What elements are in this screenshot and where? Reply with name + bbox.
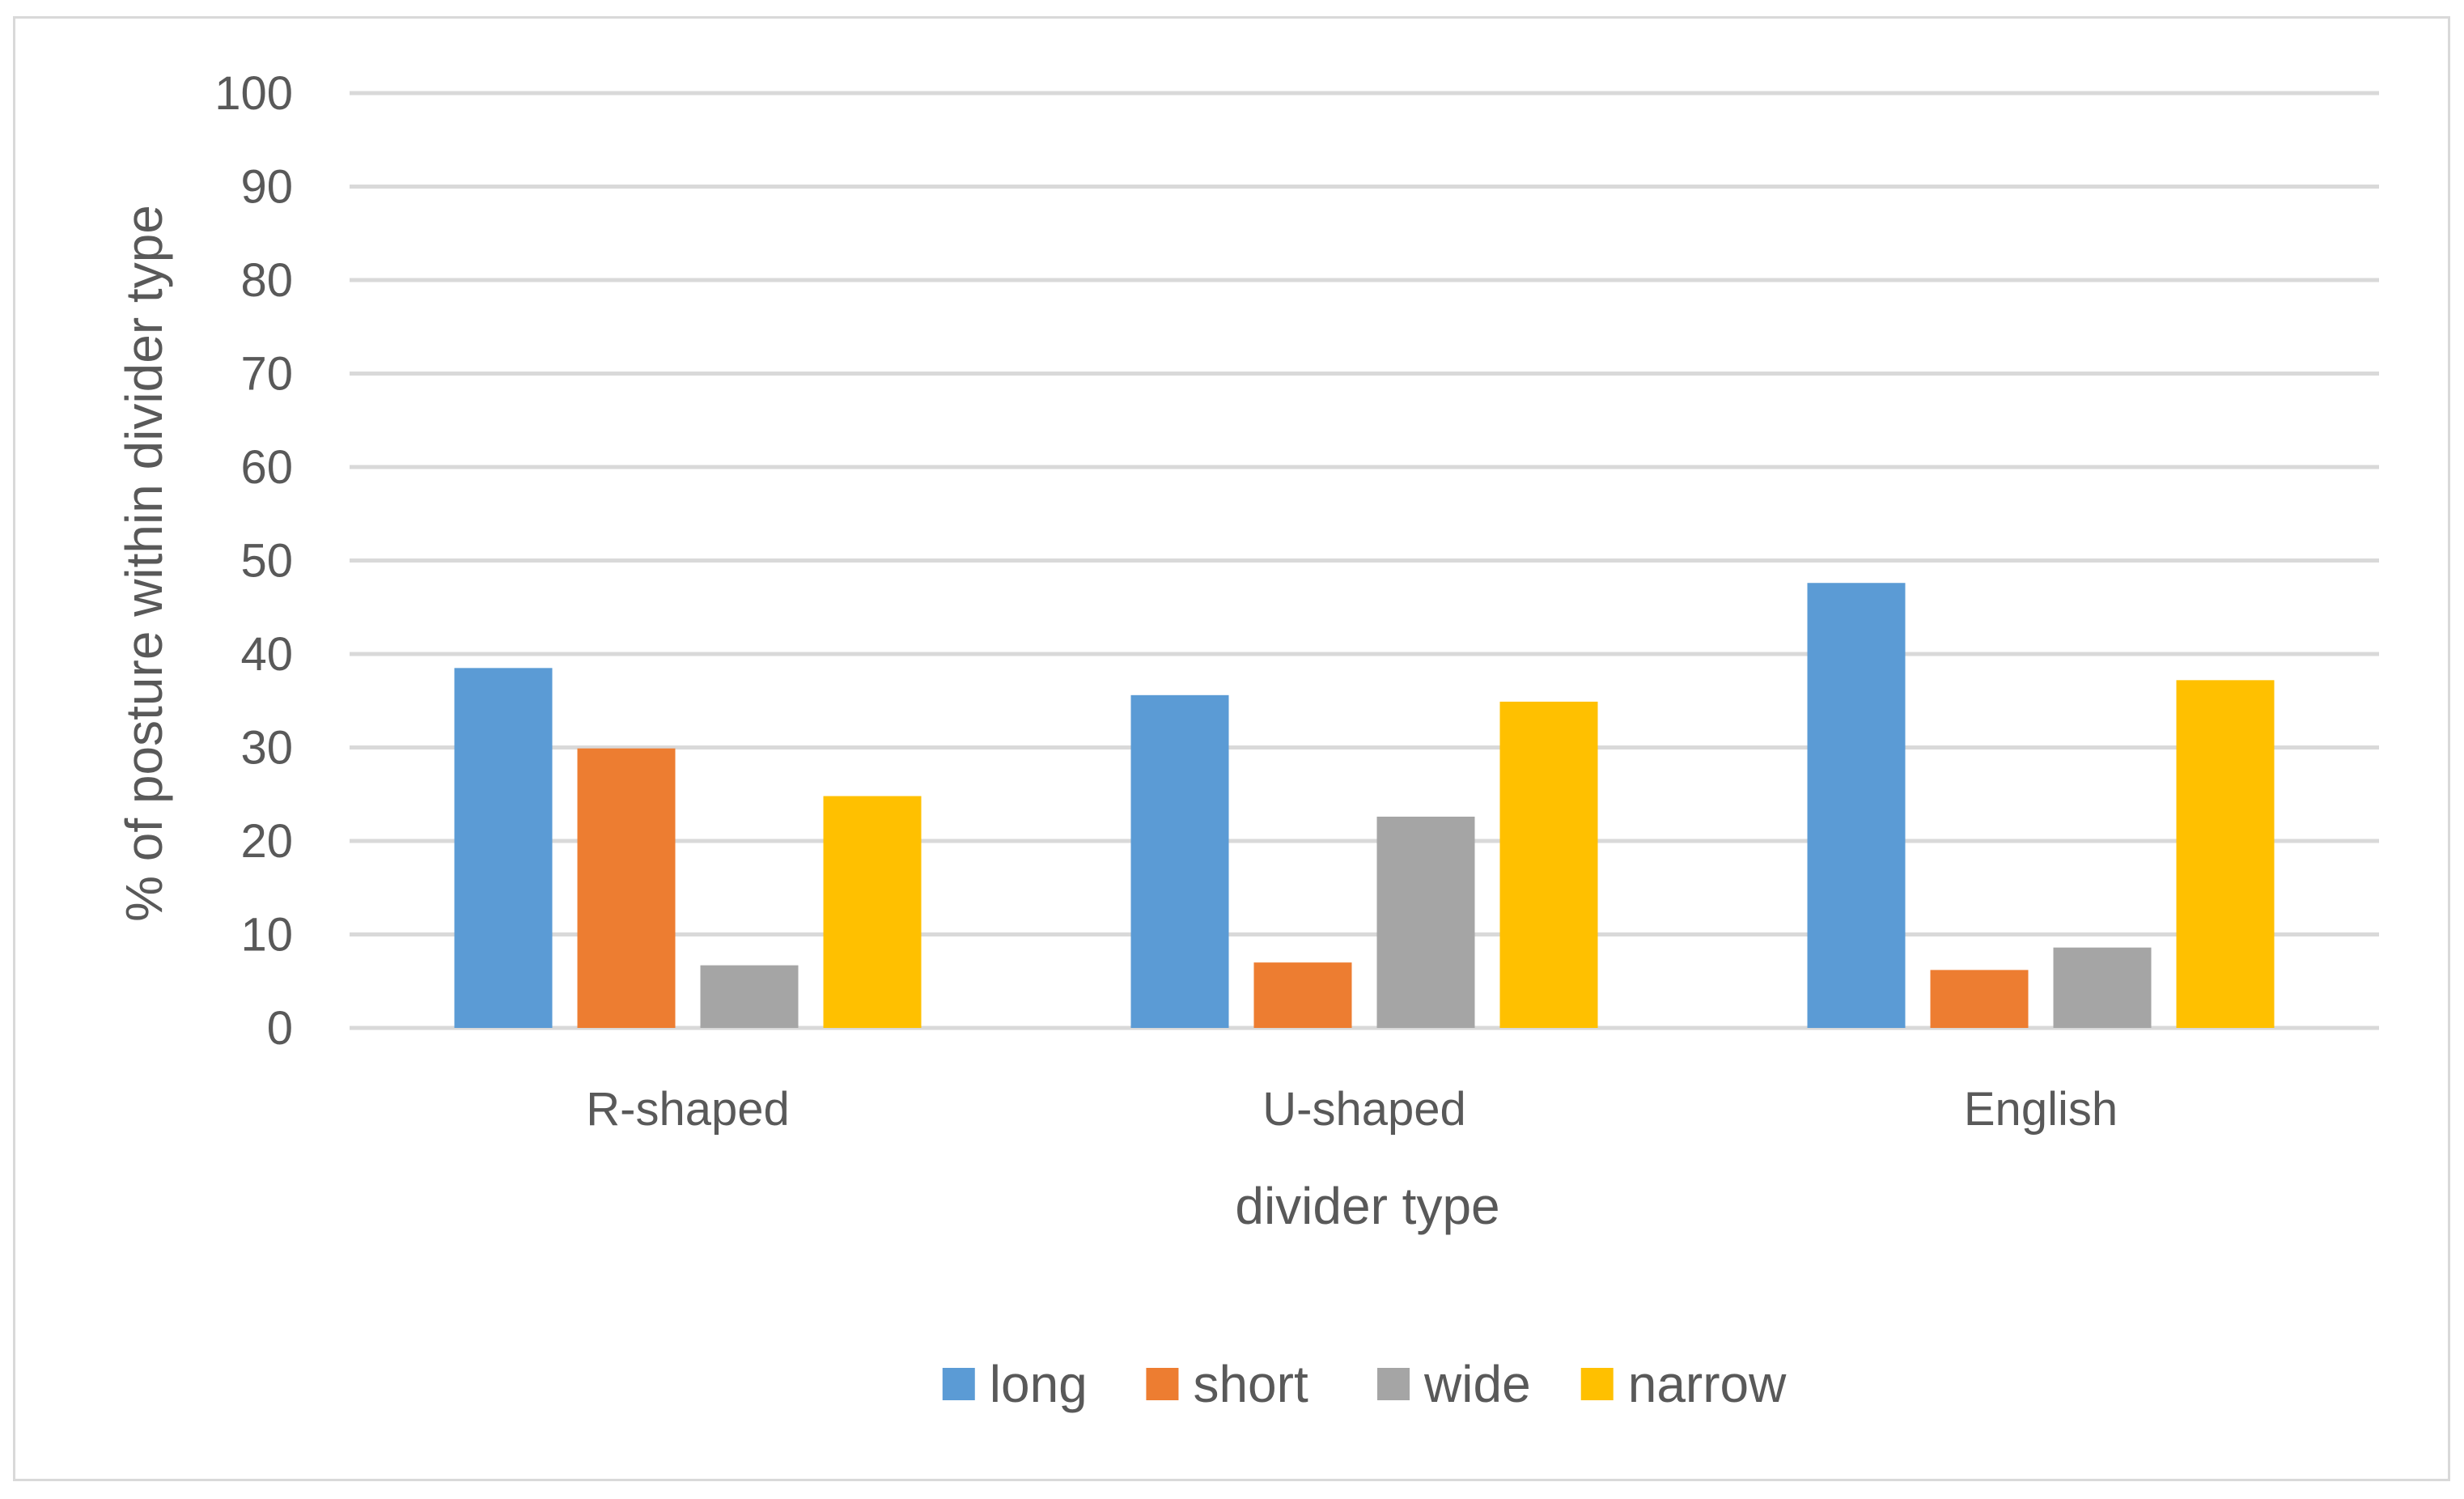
bar-wide-English bbox=[2053, 947, 2152, 1028]
x-axis-ticks: R-shaped U-shaped English bbox=[586, 1083, 2118, 1136]
y-tick-label: 80 bbox=[240, 254, 293, 307]
y-tick-label: 10 bbox=[240, 909, 293, 962]
bar-long-U-shaped bbox=[1130, 694, 1229, 1028]
bar-short-R-shaped bbox=[577, 748, 676, 1028]
legend-swatch-short bbox=[1146, 1368, 1179, 1400]
y-tick-label: 50 bbox=[240, 535, 293, 588]
y-tick-label: 90 bbox=[240, 161, 293, 214]
y-axis-ticks: 0 10 20 30 40 50 60 70 80 90 100 bbox=[214, 67, 293, 1055]
y-tick-label: 40 bbox=[240, 628, 293, 681]
y-tick-label: 0 bbox=[267, 1002, 293, 1055]
legend-swatch-wide bbox=[1377, 1368, 1410, 1400]
bar-narrow-English bbox=[2176, 680, 2275, 1028]
bar-narrow-U-shaped bbox=[1499, 701, 1598, 1028]
x-tick-label: U-shaped bbox=[1262, 1083, 1465, 1136]
bar-long-English bbox=[1807, 583, 1906, 1028]
legend-label-narrow: narrow bbox=[1628, 1355, 1787, 1413]
y-tick-label: 100 bbox=[214, 67, 293, 120]
bar-wide-R-shaped bbox=[700, 965, 799, 1028]
bar-long-R-shaped bbox=[454, 668, 553, 1028]
y-tick-label: 30 bbox=[240, 722, 293, 775]
legend-swatch-long bbox=[942, 1368, 975, 1400]
y-tick-label: 60 bbox=[240, 441, 293, 494]
bar-short-English bbox=[1930, 970, 2029, 1028]
legend-swatch-narrow bbox=[1580, 1368, 1614, 1400]
y-axis-title: % of posture within divider type bbox=[115, 205, 173, 922]
bar-wide-U-shaped bbox=[1376, 816, 1475, 1028]
y-tick-label: 20 bbox=[240, 815, 293, 868]
gridlines bbox=[350, 91, 2379, 1030]
y-tick-label: 70 bbox=[240, 348, 293, 401]
x-tick-label: English bbox=[1964, 1083, 2118, 1136]
x-axis-title: divider type bbox=[1235, 1177, 1499, 1235]
bar-short-U-shaped bbox=[1253, 962, 1352, 1028]
legend: long short wide narrow bbox=[942, 1355, 1787, 1413]
bars bbox=[454, 583, 2275, 1028]
legend-label-wide: wide bbox=[1423, 1355, 1531, 1413]
legend-label-long: long bbox=[990, 1355, 1088, 1413]
x-tick-label: R-shaped bbox=[586, 1083, 789, 1136]
bar-narrow-R-shaped bbox=[823, 796, 922, 1028]
legend-label-short: short bbox=[1193, 1355, 1308, 1413]
